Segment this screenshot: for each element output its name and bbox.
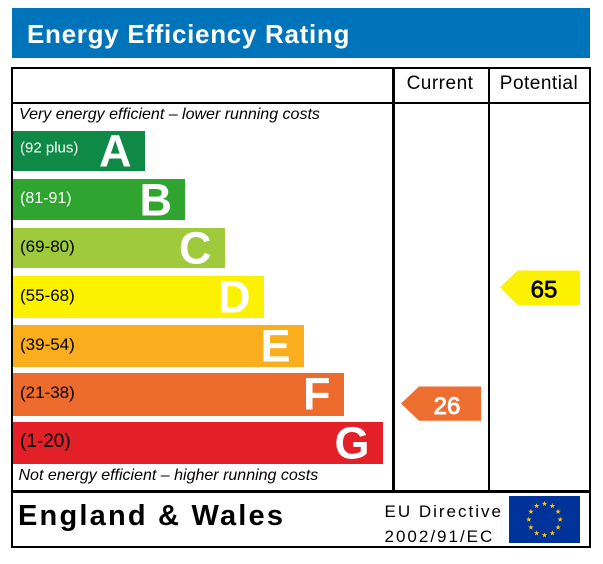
svg-text:65: 65 — [531, 276, 558, 303]
svg-text:26: 26 — [434, 393, 461, 420]
